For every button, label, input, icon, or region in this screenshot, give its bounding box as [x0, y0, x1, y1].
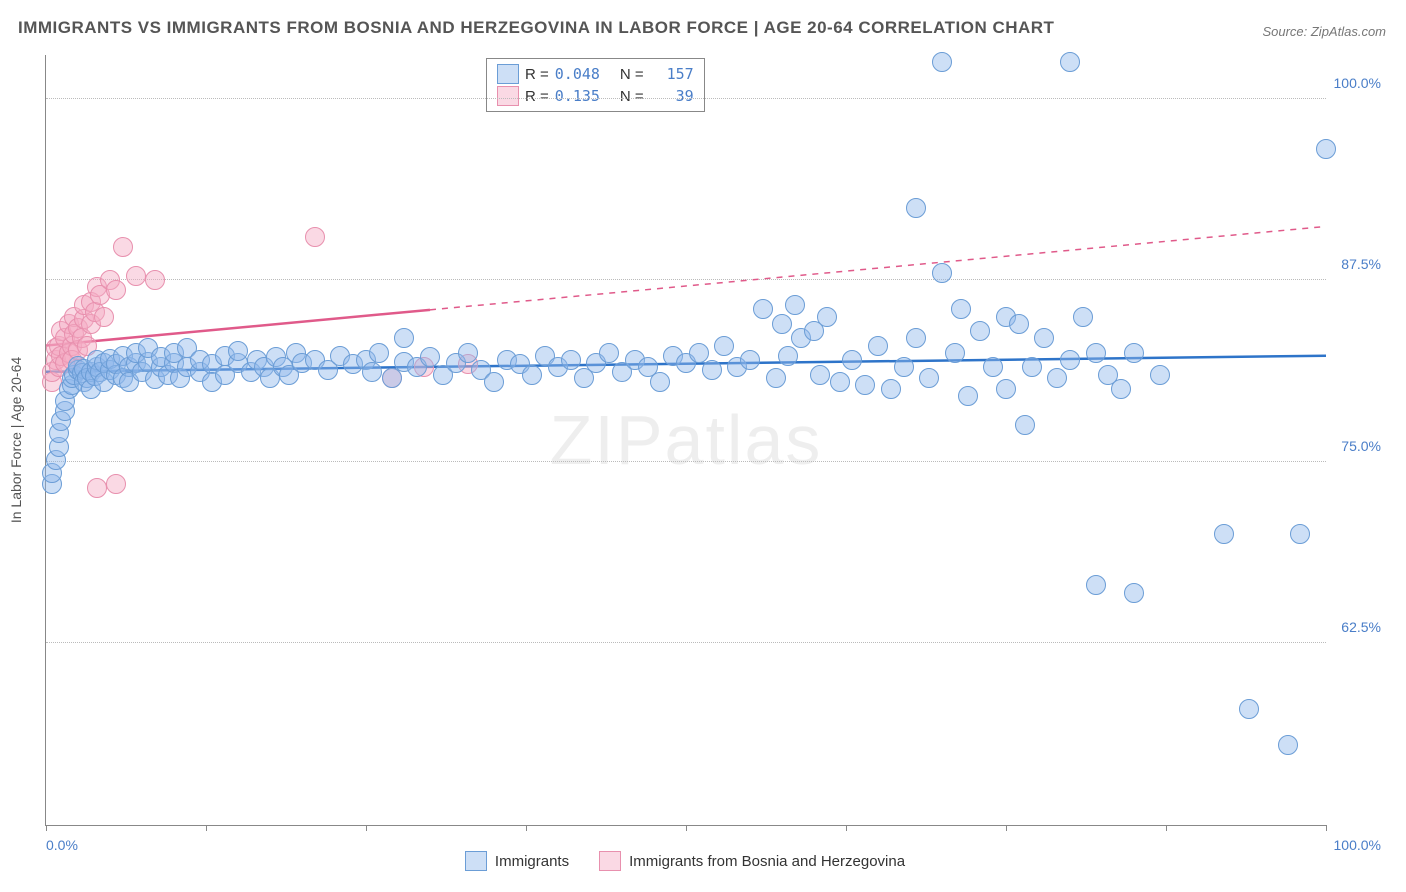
data-point: [1034, 328, 1054, 348]
data-point: [983, 357, 1003, 377]
data-point: [1009, 314, 1029, 334]
plot-area: In Labor Force | Age 20-64 ZIPatlas R = …: [45, 55, 1326, 826]
y-tick-label: 100.0%: [1334, 75, 1381, 91]
x-tick: [1326, 825, 1327, 831]
x-tick: [366, 825, 367, 831]
data-point: [958, 386, 978, 406]
data-point: [561, 350, 581, 370]
data-point: [766, 368, 786, 388]
x-tick: [1006, 825, 1007, 831]
data-point: [1111, 379, 1131, 399]
data-point: [369, 343, 389, 363]
data-point: [1124, 343, 1144, 363]
data-point: [113, 237, 133, 257]
data-point: [778, 346, 798, 366]
data-point: [145, 270, 165, 290]
data-point: [881, 379, 901, 399]
x-tick: [46, 825, 47, 831]
data-point: [906, 198, 926, 218]
y-tick-label: 75.0%: [1341, 438, 1381, 454]
data-point: [714, 336, 734, 356]
data-point: [1150, 365, 1170, 385]
x-tick: [686, 825, 687, 831]
data-point: [599, 343, 619, 363]
swatch-bosnia: [599, 851, 621, 871]
chart-container: In Labor Force | Age 20-64 ZIPatlas R = …: [45, 55, 1385, 843]
data-point: [650, 372, 670, 392]
data-point: [362, 362, 382, 382]
data-point: [932, 52, 952, 72]
data-point: [1073, 307, 1093, 327]
legend-item-bosnia: Immigrants from Bosnia and Herzegovina: [599, 851, 905, 871]
data-point: [830, 372, 850, 392]
x-tick: [1166, 825, 1167, 831]
data-point: [305, 227, 325, 247]
data-point: [1214, 524, 1234, 544]
data-point: [1086, 575, 1106, 595]
data-point: [996, 379, 1016, 399]
data-point: [810, 365, 830, 385]
data-point: [906, 328, 926, 348]
data-point: [1047, 368, 1067, 388]
data-point: [420, 347, 440, 367]
data-point: [753, 299, 773, 319]
data-point: [1015, 415, 1035, 435]
data-point: [1278, 735, 1298, 755]
data-point: [106, 280, 126, 300]
data-point: [458, 343, 478, 363]
data-point: [894, 357, 914, 377]
data-point: [951, 299, 971, 319]
data-point: [932, 263, 952, 283]
data-point: [868, 336, 888, 356]
data-point: [484, 372, 504, 392]
data-point: [522, 365, 542, 385]
y-tick-label: 62.5%: [1341, 619, 1381, 635]
data-point: [1060, 350, 1080, 370]
data-point: [772, 314, 792, 334]
data-point: [689, 343, 709, 363]
x-max-label: 100.0%: [1334, 837, 1381, 853]
y-axis-label: In Labor Force | Age 20-64: [8, 357, 24, 523]
data-point: [919, 368, 939, 388]
data-point: [1060, 52, 1080, 72]
data-point: [382, 368, 402, 388]
data-point: [1124, 583, 1144, 603]
data-point: [945, 343, 965, 363]
swatch-immigrants: [465, 851, 487, 871]
data-point: [785, 295, 805, 315]
data-point: [1086, 343, 1106, 363]
data-point: [87, 478, 107, 498]
y-tick-label: 87.5%: [1341, 256, 1381, 272]
series-legend: Immigrants Immigrants from Bosnia and He…: [45, 851, 1325, 871]
x-tick: [206, 825, 207, 831]
chart-title: IMMIGRANTS VS IMMIGRANTS FROM BOSNIA AND…: [18, 18, 1054, 38]
source-label: Source: ZipAtlas.com: [1262, 24, 1386, 39]
x-tick: [526, 825, 527, 831]
data-point: [855, 375, 875, 395]
x-tick: [846, 825, 847, 831]
trendlines: [46, 55, 1326, 825]
data-point: [126, 266, 146, 286]
data-point: [702, 360, 722, 380]
legend-item-immigrants: Immigrants: [465, 851, 569, 871]
data-point: [94, 307, 114, 327]
legend-label-immigrants: Immigrants: [495, 853, 569, 870]
data-point: [394, 328, 414, 348]
data-point: [1316, 139, 1336, 159]
data-point: [228, 341, 248, 361]
data-point: [817, 307, 837, 327]
data-point: [740, 350, 760, 370]
legend-label-bosnia: Immigrants from Bosnia and Herzegovina: [629, 853, 905, 870]
data-point: [1239, 699, 1259, 719]
data-point: [970, 321, 990, 341]
data-point: [1290, 524, 1310, 544]
data-point: [106, 474, 126, 494]
data-point: [842, 350, 862, 370]
data-point: [1022, 357, 1042, 377]
